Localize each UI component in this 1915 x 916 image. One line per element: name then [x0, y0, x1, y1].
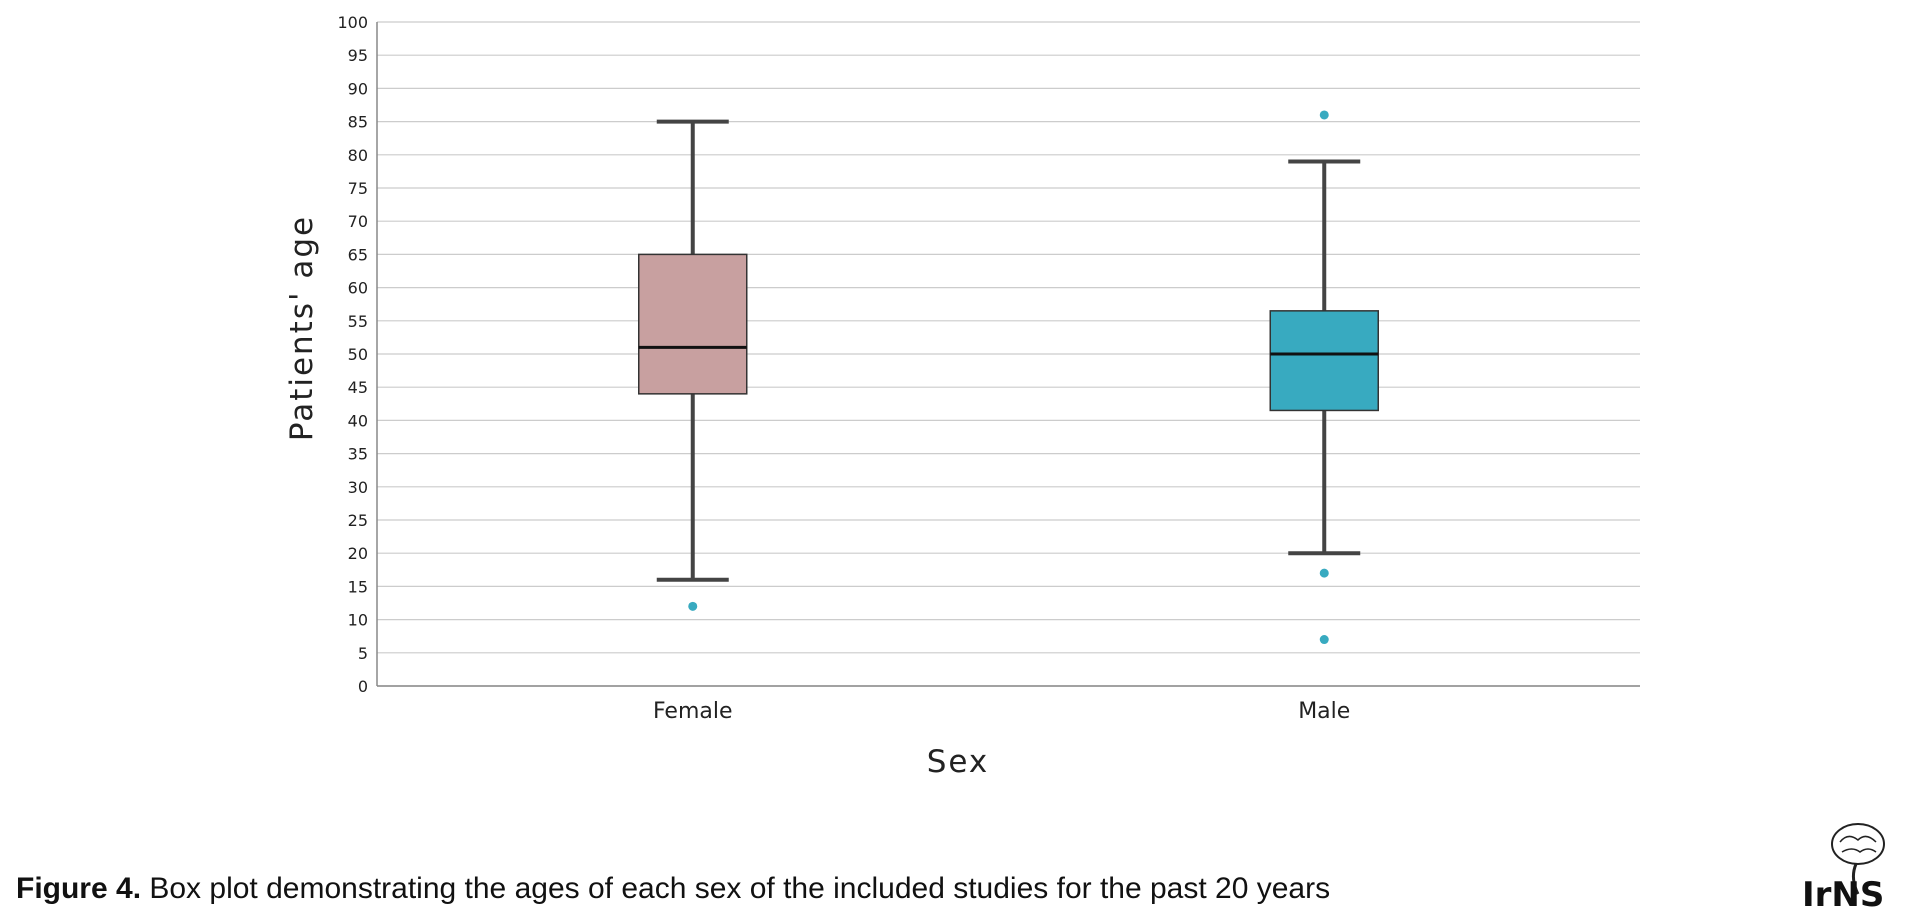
y-tick-label: 50	[348, 345, 368, 364]
x-axis-title: Sex	[927, 744, 990, 780]
y-tick-label: 60	[348, 279, 368, 298]
y-tick-label: 45	[348, 378, 368, 397]
figure-caption-text: Box plot demonstrating the ages of each …	[141, 872, 1331, 905]
y-tick-label: 55	[348, 312, 368, 331]
y-tick-label: 40	[348, 411, 368, 430]
figure-caption-label: Figure 4.	[16, 872, 142, 905]
y-tick-label: 35	[348, 445, 368, 464]
y-tick-label: 75	[348, 179, 368, 198]
y-tick-label: 85	[348, 113, 368, 132]
svg-text:IrNS: IrNS	[1802, 875, 1884, 912]
y-tick-label: 5	[358, 644, 368, 663]
y-axis-ticks: 0 5 10 15 20 25 30 35 40 45 50 55 60 65 70 75 80 85 90 95 10…	[337, 13, 368, 696]
y-tick-label: 15	[348, 577, 368, 596]
y-tick-label: 100	[337, 13, 368, 32]
y-tick-label: 25	[348, 511, 368, 530]
y-tick-label: 30	[348, 478, 368, 497]
box-male	[1269, 110, 1379, 645]
y-axis-title: Patients' age	[284, 215, 320, 441]
box-female	[638, 119, 748, 611]
y-tick-label: 95	[348, 46, 368, 65]
box-iqr	[1269, 310, 1379, 412]
x-tick-label: Male	[1298, 699, 1350, 724]
outlier-point	[1319, 110, 1329, 120]
y-tick-label: 20	[348, 544, 368, 563]
y-tick-label: 90	[348, 79, 368, 98]
y-tick-label: 10	[348, 611, 368, 630]
box-iqr	[638, 253, 748, 395]
journal-logo: IrNS	[1802, 823, 1885, 912]
outlier-point	[1319, 568, 1329, 578]
boxes-layer	[638, 110, 1379, 645]
x-axis-labels: Female Male	[653, 699, 1350, 724]
outlier-point	[1319, 635, 1329, 645]
y-tick-label: 80	[348, 146, 368, 165]
figure-caption: Figure 4. Box plot demonstrating the age…	[16, 872, 1330, 906]
outlier-point	[688, 601, 698, 611]
y-tick-label: 70	[348, 212, 368, 231]
gridlines	[377, 21, 1640, 687]
x-tick-label: Female	[653, 699, 733, 724]
y-tick-label: 0	[358, 677, 368, 696]
y-tick-label: 65	[348, 245, 368, 264]
